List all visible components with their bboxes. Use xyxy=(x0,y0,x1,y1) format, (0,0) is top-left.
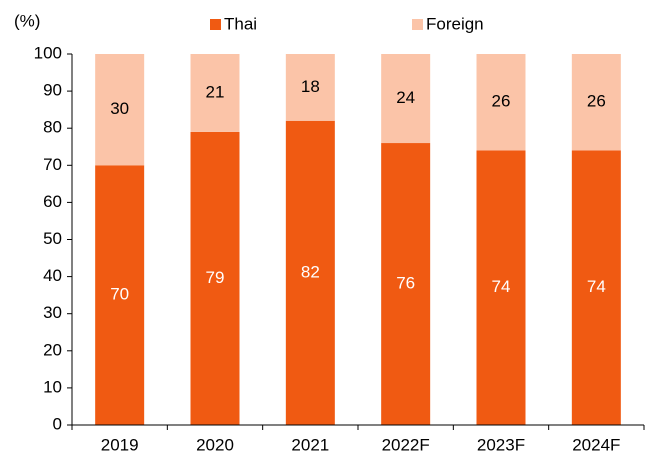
y-tick-label: 100 xyxy=(34,43,62,62)
x-tick-label: 2019 xyxy=(101,435,139,454)
x-tick-label: 2023F xyxy=(477,435,525,454)
y-tick-label: 50 xyxy=(43,229,62,248)
bar-segment xyxy=(381,143,431,426)
data-label: 26 xyxy=(492,92,511,111)
y-tick-label: 10 xyxy=(43,377,62,396)
y-axis-label: (%) xyxy=(14,11,40,30)
bar-segment xyxy=(476,150,526,425)
data-label: 21 xyxy=(206,82,225,101)
y-tick-label: 20 xyxy=(43,340,62,359)
data-label: 24 xyxy=(396,88,415,107)
data-label: 74 xyxy=(492,277,511,296)
data-label: 26 xyxy=(587,92,606,111)
y-tick-label: 70 xyxy=(43,155,62,174)
y-tick-label: 30 xyxy=(43,303,62,322)
bar-segment xyxy=(95,54,145,166)
bar-segment xyxy=(190,54,240,132)
bar-segment xyxy=(190,131,240,425)
legend-swatch xyxy=(412,19,423,30)
data-label: 76 xyxy=(396,274,415,293)
bar-segment xyxy=(285,120,335,425)
y-tick-label: 60 xyxy=(43,192,62,211)
y-tick-label: 40 xyxy=(43,266,62,285)
x-tick-label: 2020 xyxy=(196,435,234,454)
y-tick-label: 0 xyxy=(53,414,62,433)
y-tick-label: 80 xyxy=(43,118,62,137)
data-label: 82 xyxy=(301,262,320,281)
legend-swatch xyxy=(210,19,221,30)
data-label: 18 xyxy=(301,77,320,96)
data-label: 79 xyxy=(206,268,225,287)
legend-label: Foreign xyxy=(426,14,484,33)
bar-segment xyxy=(476,54,526,151)
x-tick-label: 2024F xyxy=(572,435,620,454)
x-tick-label: 2022F xyxy=(382,435,430,454)
x-tick-label: 2021 xyxy=(291,435,329,454)
bar-segment xyxy=(571,54,621,151)
bar-segment xyxy=(381,54,431,144)
bar-segment xyxy=(571,150,621,425)
bar-segment xyxy=(95,165,145,426)
y-tick-label: 90 xyxy=(43,81,62,100)
legend-label: Thai xyxy=(224,14,257,33)
bar-segment xyxy=(285,54,335,121)
data-label: 74 xyxy=(587,277,606,296)
data-label: 70 xyxy=(110,285,129,304)
data-label: 30 xyxy=(110,99,129,118)
